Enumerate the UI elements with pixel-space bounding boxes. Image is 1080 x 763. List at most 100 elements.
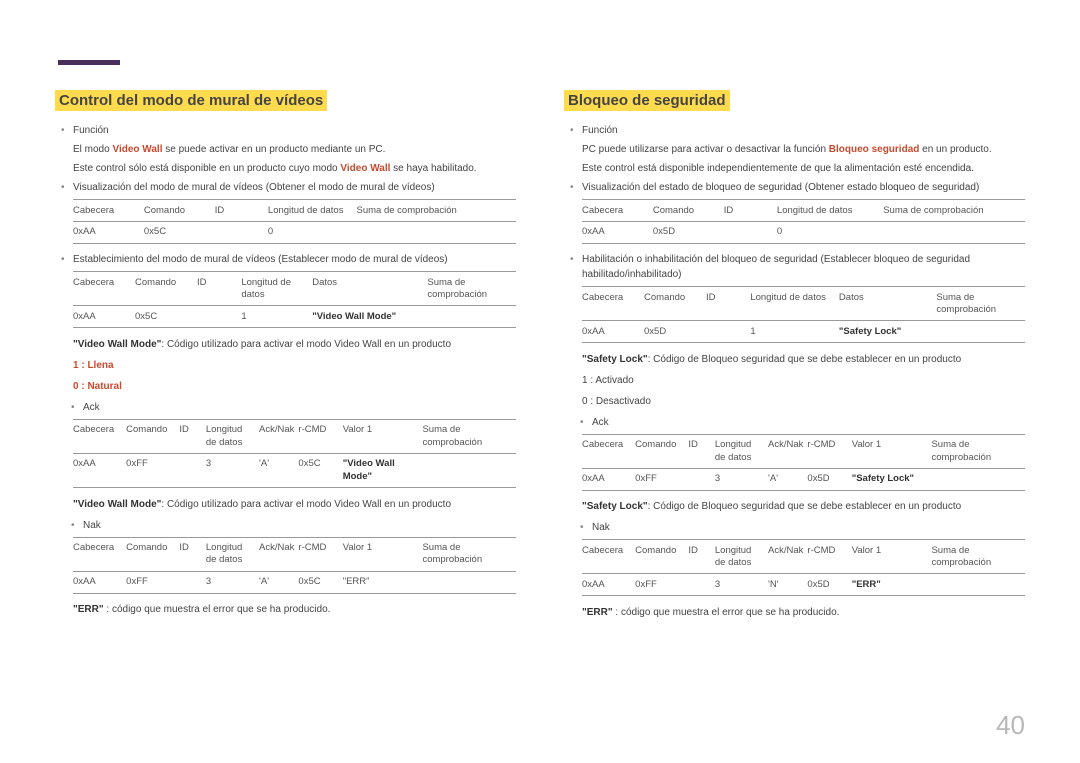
- th: r-CMD: [807, 435, 851, 468]
- func-text: El modo Video Wall se puede activar en u…: [55, 142, 516, 157]
- th: Ack/Nak: [768, 541, 807, 574]
- th: Comando: [144, 201, 215, 222]
- func-label: Función: [564, 123, 1025, 138]
- td: [931, 469, 1025, 490]
- th: r-CMD: [298, 538, 342, 571]
- td: 0x5C: [298, 454, 342, 487]
- th: Longitud de datos: [268, 201, 357, 222]
- td: 1: [241, 307, 312, 328]
- header-accent-bar: [58, 60, 120, 65]
- t: : Código de Bloqueo seguridad que se deb…: [648, 501, 962, 512]
- t: PC puede utilizarse para activar o desac…: [582, 144, 829, 155]
- th: Comando: [126, 420, 179, 453]
- right-title: Bloqueo de seguridad: [564, 90, 730, 111]
- td: 0xAA: [582, 575, 635, 596]
- table-ack: Cabecera Comando ID Longitud de datos Ac…: [73, 419, 516, 489]
- set-label: Establecimiento del modo de mural de víd…: [55, 252, 516, 267]
- th: Datos: [839, 288, 936, 321]
- desc2: "Safety Lock": Código de Bloqueo segurid…: [564, 499, 1025, 514]
- set-label: Habilitación o inhabilitación del bloque…: [564, 252, 1025, 282]
- t: "Safety Lock": [582, 354, 648, 365]
- t: en un producto.: [919, 144, 991, 155]
- th: Comando: [653, 201, 724, 222]
- td: 0xAA: [582, 222, 653, 243]
- t: : Código utilizado para activar el modo …: [161, 339, 451, 350]
- td: 'N': [768, 575, 807, 596]
- th: Cabecera: [582, 288, 644, 321]
- th: Longitud de datos: [715, 435, 768, 468]
- th: Longitud de datos: [241, 273, 312, 306]
- th: Valor 1: [343, 538, 423, 571]
- td: 0xAA: [73, 572, 126, 593]
- td: 0xFF: [635, 575, 688, 596]
- td: 'A': [259, 454, 298, 487]
- th: Suma de comprobación: [427, 273, 516, 306]
- t: "ERR": [73, 604, 104, 615]
- opt0: 0 : Natural: [55, 379, 516, 394]
- td: "ERR": [852, 575, 932, 596]
- th: Cabecera: [582, 201, 653, 222]
- th: Longitud de datos: [777, 201, 883, 222]
- ack-label: Ack: [55, 400, 516, 415]
- td: 0x5C: [298, 572, 342, 593]
- td: [427, 307, 516, 328]
- th: Ack/Nak: [259, 538, 298, 571]
- th: ID: [179, 538, 206, 571]
- func-text2: Este control está disponible independien…: [564, 161, 1025, 176]
- td: 0xAA: [582, 469, 635, 490]
- td: [936, 322, 1025, 343]
- t: "Video Wall Mode": [73, 339, 161, 350]
- td: 0xAA: [582, 322, 644, 343]
- td: "Safety Lock": [839, 322, 936, 343]
- th: ID: [706, 288, 750, 321]
- td: 3: [206, 454, 259, 487]
- th: Cabecera: [73, 538, 126, 571]
- th: Valor 1: [343, 420, 423, 453]
- table-ack: Cabecera Comando ID Longitud de datos Ac…: [582, 434, 1025, 492]
- t: Bloqueo seguridad: [829, 144, 920, 155]
- nak-label: Nak: [55, 518, 516, 533]
- func-text2: Este control sólo está disponible en un …: [55, 161, 516, 176]
- td: [179, 572, 206, 593]
- func-text: PC puede utilizarse para activar o desac…: [564, 142, 1025, 157]
- td: [883, 222, 1025, 243]
- td: 1: [750, 322, 839, 343]
- th: Valor 1: [852, 541, 932, 574]
- t: : código que muestra el error que se ha …: [613, 607, 840, 618]
- th: ID: [215, 201, 268, 222]
- td: [179, 454, 206, 487]
- td: "Safety Lock": [852, 469, 932, 490]
- desc: "Safety Lock": Código de Bloqueo segurid…: [564, 352, 1025, 367]
- opt1: 1 : Llena: [55, 358, 516, 373]
- th: ID: [688, 541, 715, 574]
- t: El modo: [73, 144, 112, 155]
- td: "Video Wall Mode": [312, 307, 427, 328]
- td: [357, 222, 517, 243]
- th: r-CMD: [298, 420, 342, 453]
- td: 0x5D: [653, 222, 724, 243]
- t: Video Wall: [112, 144, 162, 155]
- td: "ERR": [343, 572, 423, 593]
- t: "Safety Lock": [582, 501, 648, 512]
- t: : Código de Bloqueo seguridad que se deb…: [648, 354, 962, 365]
- table-view: Cabecera Comando ID Longitud de datos Su…: [582, 199, 1025, 244]
- t: : código que muestra el error que se ha …: [104, 604, 331, 615]
- th: Valor 1: [852, 435, 932, 468]
- th: ID: [179, 420, 206, 453]
- td: 0xFF: [126, 572, 179, 593]
- td: 0xFF: [126, 454, 179, 487]
- td: 'A': [259, 572, 298, 593]
- th: Cabecera: [73, 273, 135, 306]
- td: 0xAA: [73, 454, 126, 487]
- t: se puede activar en un producto mediante…: [162, 144, 385, 155]
- err-note: "ERR" : código que muestra el error que …: [564, 605, 1025, 620]
- th: Suma de comprobación: [931, 435, 1025, 468]
- td: 0x5C: [144, 222, 215, 243]
- t: Video Wall: [340, 163, 390, 174]
- td: [197, 307, 241, 328]
- th: Cabecera: [73, 420, 126, 453]
- th: Suma de comprobación: [931, 541, 1025, 574]
- th: Cabecera: [582, 541, 635, 574]
- content-columns: Control del modo de mural de vídeos Func…: [55, 15, 1025, 626]
- th: ID: [688, 435, 715, 468]
